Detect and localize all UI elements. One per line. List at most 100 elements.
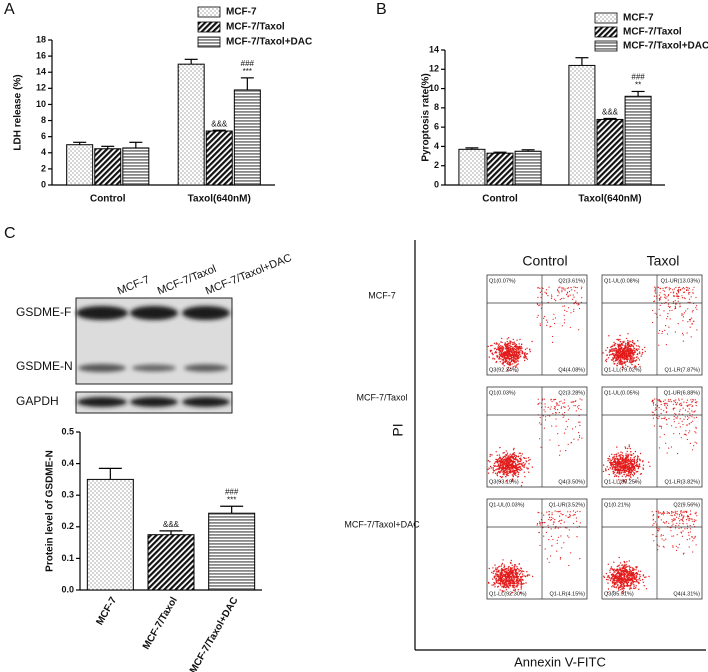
- event-dot: [639, 452, 642, 455]
- event-dot: [499, 480, 501, 483]
- event-dot: [625, 463, 627, 465]
- event-dot: [505, 351, 508, 353]
- event-dot: [568, 529, 570, 531]
- event-dot: [498, 348, 500, 351]
- event-dot: [518, 345, 521, 348]
- event-dot: [617, 580, 619, 582]
- event-dot: [691, 518, 693, 520]
- event-dot: [681, 535, 684, 538]
- event-dot: [611, 352, 614, 355]
- event-dot: [538, 512, 540, 514]
- event-dot: [523, 357, 525, 359]
- event-dot: [629, 578, 631, 581]
- event-dot: [505, 479, 508, 482]
- event-dot: [514, 353, 517, 356]
- event-dot: [503, 568, 505, 571]
- event-dot: [678, 287, 680, 289]
- event-dot: [654, 521, 656, 523]
- event-dot: [578, 307, 581, 310]
- event-dot: [626, 561, 628, 563]
- event-dot: [621, 361, 624, 363]
- event-dot: [691, 405, 693, 408]
- event-dot: [625, 348, 627, 350]
- event-dot: [518, 348, 520, 351]
- y-tick-label: 4: [434, 141, 439, 151]
- event-dot: [635, 356, 638, 358]
- event-dot: [671, 525, 673, 527]
- event-dot: [573, 296, 575, 298]
- event-dot: [626, 583, 628, 585]
- event-dot: [555, 300, 557, 302]
- event-dot: [544, 291, 546, 293]
- event-dot: [523, 352, 525, 355]
- event-dot: [529, 348, 531, 350]
- event-dot: [637, 570, 640, 572]
- event-dot: [500, 355, 503, 358]
- event-dot: [627, 474, 629, 477]
- event-dot: [680, 510, 682, 512]
- event-dot: [634, 450, 637, 453]
- event-dot: [634, 365, 636, 367]
- event-dot: [628, 460, 630, 462]
- event-dot: [629, 471, 631, 474]
- event-dot: [503, 353, 506, 355]
- event-dot: [630, 467, 632, 470]
- event-dot: [547, 301, 549, 303]
- event-dot: [498, 454, 501, 456]
- event-dot: [495, 568, 497, 571]
- event-dot: [489, 461, 491, 463]
- event-dot: [660, 412, 662, 414]
- event-dot: [498, 343, 500, 345]
- event-dot: [620, 346, 622, 348]
- event-dot: [508, 466, 510, 468]
- event-dot: [500, 584, 502, 586]
- event-dot: [614, 468, 616, 470]
- event-dot: [623, 560, 625, 563]
- event-dot: [513, 345, 516, 348]
- event-dot: [621, 358, 624, 360]
- event-dot: [494, 352, 496, 354]
- event-dot: [689, 528, 692, 530]
- blot-band: [76, 306, 128, 320]
- event-dot: [628, 572, 630, 574]
- event-dot: [632, 466, 634, 469]
- event-dot: [539, 544, 541, 547]
- event-dot: [652, 309, 654, 312]
- event-dot: [563, 542, 565, 544]
- event-dot: [657, 399, 659, 401]
- event-dot: [497, 579, 499, 581]
- event-dot: [616, 578, 619, 580]
- event-dot: [575, 286, 577, 288]
- event-dot: [688, 318, 691, 321]
- x-tick-label: Control: [90, 194, 126, 205]
- event-dot: [674, 519, 676, 521]
- event-dot: [522, 465, 524, 467]
- event-dot: [575, 410, 577, 412]
- event-dot: [515, 351, 517, 354]
- event-dot: [543, 514, 545, 516]
- event-dot: [506, 338, 508, 340]
- event-dot: [613, 363, 616, 365]
- event-dot: [665, 418, 668, 421]
- event-dot: [488, 467, 490, 469]
- event-dot: [514, 342, 516, 345]
- quadrant-label: Q1-LL(92.30%): [489, 591, 527, 597]
- event-dot: [652, 417, 654, 419]
- event-dot: [621, 567, 624, 569]
- event-dot: [564, 406, 566, 409]
- legend-swatch: [197, 6, 221, 18]
- event-dot: [520, 459, 523, 461]
- y-tick-label: 0.4: [61, 458, 74, 468]
- event-dot: [622, 356, 624, 358]
- dot-plot: Q1-UL(0.05%) Q1-UR(6.88%)Q1-LL(89.25%) Q1-…: [601, 386, 703, 488]
- event-dot: [677, 297, 679, 299]
- event-dot: [634, 455, 636, 458]
- event-dot: [497, 573, 499, 576]
- event-dot: [682, 523, 684, 525]
- event-dot: [663, 293, 665, 295]
- y-tick-label: 2: [41, 163, 46, 173]
- event-dot: [624, 354, 626, 357]
- event-dot: [511, 465, 513, 467]
- quadrant-label: Q3(92.24%): [489, 367, 519, 373]
- event-dot: [579, 511, 581, 513]
